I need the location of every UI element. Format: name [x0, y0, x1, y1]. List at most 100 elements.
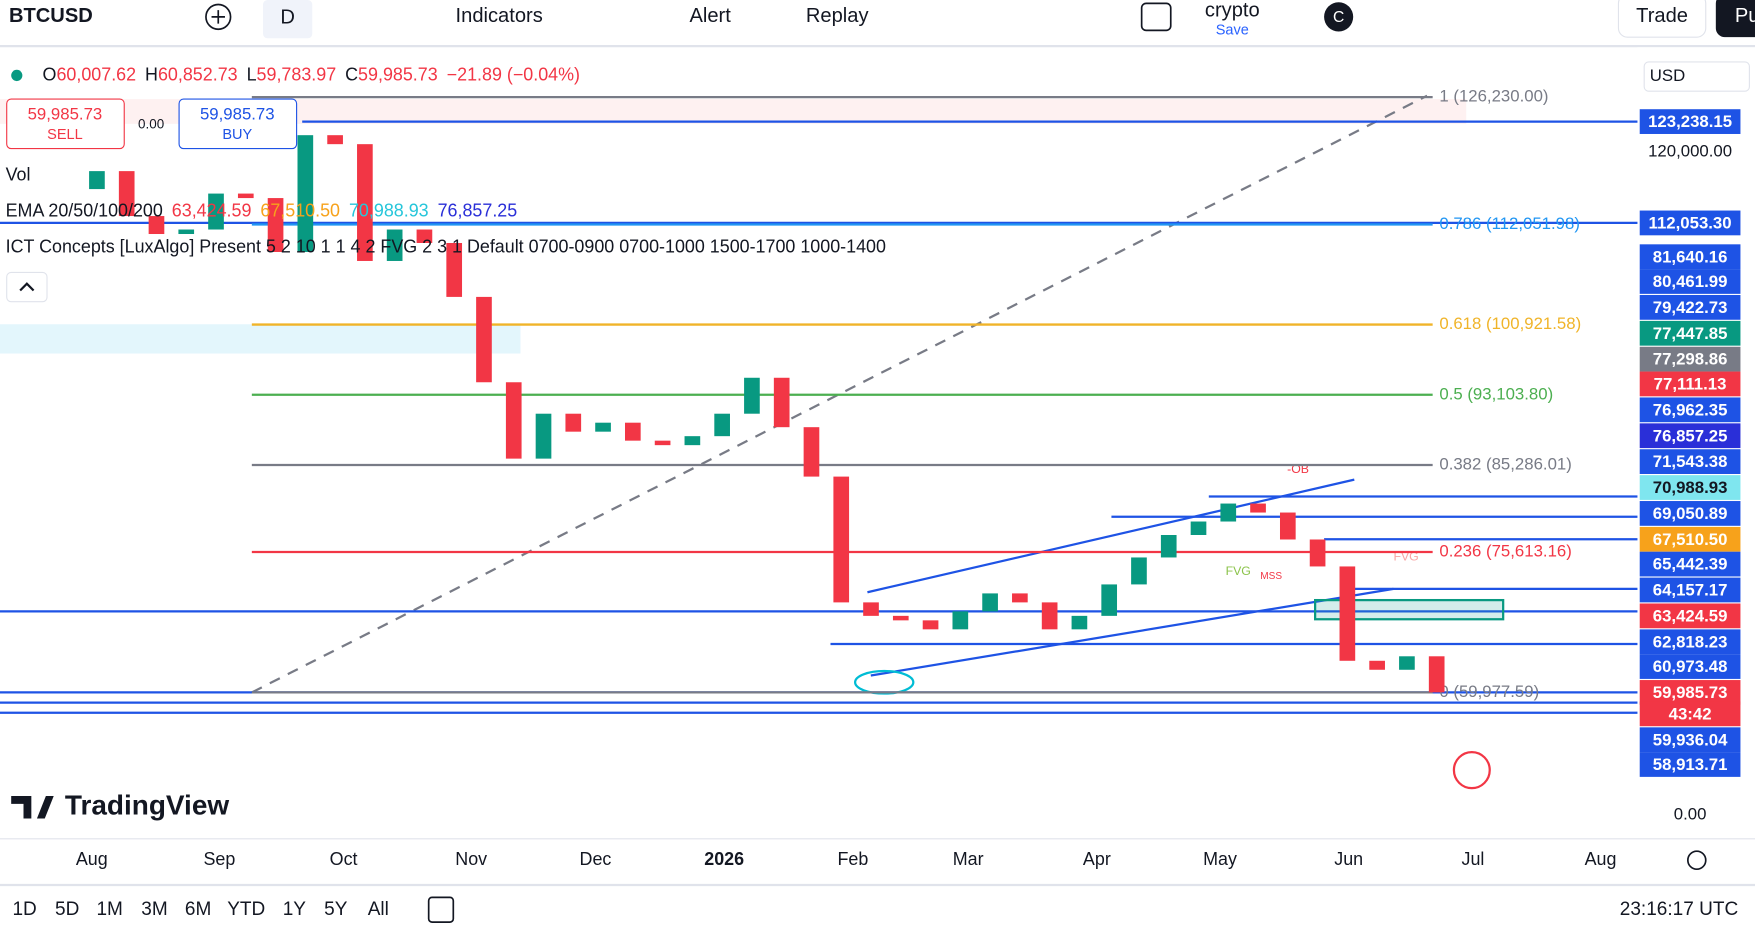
- candle: [267, 198, 284, 252]
- candle: [446, 242, 463, 297]
- price-label: 77,298.86: [1653, 350, 1728, 369]
- time-label: Aug: [76, 849, 108, 869]
- price-label: 63,424.59: [1653, 606, 1728, 625]
- ohlc: O60,007.62 H60,852.73 L59,783.97 C59,985.73…: [43, 64, 580, 84]
- order-block: [1314, 598, 1505, 621]
- fib-label: 0 (59,977.59): [1439, 682, 1539, 701]
- replay-button[interactable]: Replay: [806, 5, 870, 27]
- price-label: 64,157.17: [1653, 581, 1728, 600]
- price-tag: [1639, 109, 1741, 134]
- price-label: 80,461.99: [1653, 272, 1728, 291]
- currency[interactable]: USD: [1650, 66, 1685, 85]
- price-label: 60,973.48: [1653, 657, 1728, 676]
- price-label: 67,510.50: [1653, 530, 1728, 549]
- candle: [1041, 602, 1058, 630]
- interval-button[interactable]: [263, 0, 313, 39]
- candle: [1160, 534, 1177, 558]
- avatar[interactable]: [1324, 2, 1354, 32]
- candle: [1279, 512, 1296, 540]
- trade-button[interactable]: [1617, 0, 1707, 38]
- candle: [744, 377, 760, 414]
- add-symbol[interactable]: [205, 3, 232, 31]
- candle: [1369, 660, 1385, 670]
- range-button[interactable]: All: [368, 899, 389, 920]
- range-button[interactable]: 1M: [96, 899, 122, 920]
- channel-line: [870, 587, 1394, 677]
- currency-select[interactable]: [1643, 61, 1750, 92]
- range-button[interactable]: 3M: [141, 899, 167, 920]
- collapse-button[interactable]: [6, 271, 48, 303]
- publish-label: Pu: [1735, 5, 1755, 27]
- fib-label: 0.236 (75,613.16): [1439, 541, 1571, 560]
- spread: 0.00: [138, 117, 164, 132]
- time-label: Aug: [1585, 849, 1617, 869]
- chevron: [19, 282, 35, 292]
- ema-value: 70,988.93: [349, 200, 429, 220]
- annotation: MSS: [1260, 571, 1282, 582]
- range-button[interactable]: 1Y: [283, 899, 307, 920]
- price-tag: [1639, 244, 1741, 270]
- price-labels: 123,238.15 120,000.00 112,053.30 81,640.16 8…: [1639, 109, 1741, 824]
- ema-value: 76,857.25: [438, 200, 518, 220]
- price-label: 77,111.13: [1654, 374, 1727, 393]
- logo-mark: [11, 796, 54, 819]
- fib-label: 0.786 (112,051.98): [1439, 214, 1580, 233]
- event-icon[interactable]: [1452, 750, 1491, 790]
- fib-label: 0.382 (85,286.01): [1439, 454, 1571, 473]
- candle: [833, 476, 850, 603]
- price-tag: [1639, 603, 1741, 629]
- price-label: 62,818.23: [1653, 632, 1728, 651]
- time-label: Oct: [330, 849, 358, 869]
- time-label: Jul: [1462, 849, 1485, 869]
- range-button[interactable]: 5Y: [324, 899, 348, 920]
- candle: [892, 615, 909, 621]
- indicators-button[interactable]: Indicators: [456, 5, 543, 27]
- range-button[interactable]: 5D: [55, 899, 79, 920]
- candle: [1190, 521, 1207, 535]
- candle: [1399, 656, 1415, 670]
- trade-label: Trade: [1636, 5, 1688, 27]
- ict-legend: ICT Concepts [LuxAlgo] Present 5 2 10 1 …: [6, 236, 886, 256]
- candle: [684, 436, 701, 446]
- layout-name[interactable]: crypto: [1205, 0, 1260, 22]
- sell-box[interactable]: [6, 98, 125, 150]
- alert-button[interactable]: Alert: [689, 5, 731, 27]
- price-tag: [1639, 210, 1741, 236]
- settings-icon[interactable]: [1687, 850, 1707, 871]
- plus: [211, 10, 225, 24]
- candle: [624, 422, 641, 441]
- price-label: 59,936.04: [1653, 730, 1728, 749]
- channel-line: [867, 478, 1355, 594]
- time-label: Nov: [455, 849, 487, 869]
- buy-button[interactable]: 59,985.73 BUY: [178, 98, 298, 150]
- price-label: 120,000.00: [1648, 141, 1732, 160]
- layout-icon[interactable]: [1140, 2, 1172, 32]
- price-tag: [1639, 680, 1741, 705]
- sell-button[interactable]: 59,985.73 SELL: [6, 98, 125, 150]
- range-button[interactable]: 6M: [185, 899, 211, 920]
- range-button[interactable]: 1D: [12, 899, 36, 920]
- candle: [148, 216, 165, 235]
- interval[interactable]: D: [280, 6, 295, 28]
- fib-label: 1 (126,230.00): [1439, 87, 1548, 106]
- candle: [386, 229, 403, 261]
- candle: [803, 427, 820, 477]
- price-label: 77,447.85: [1653, 324, 1728, 343]
- time-label: Apr: [1083, 849, 1111, 869]
- range-button[interactable]: YTD: [227, 899, 265, 920]
- symbol[interactable]: BTCUSD: [9, 5, 93, 27]
- ohlc-value: 60,852.73: [158, 64, 238, 84]
- price-tag: [1639, 449, 1741, 475]
- avatar-letter: C: [1333, 9, 1344, 26]
- ohlc-key: O: [43, 64, 57, 84]
- date-range-icon[interactable]: [427, 896, 455, 923]
- buy-box[interactable]: [178, 98, 298, 150]
- price-label: 59,985.73: [1653, 683, 1728, 702]
- buy-price: 59,985.73: [200, 104, 275, 123]
- candle: [327, 135, 343, 145]
- candle: [1071, 615, 1088, 630]
- save-button[interactable]: Save: [1216, 22, 1249, 38]
- publish-button[interactable]: [1715, 0, 1755, 38]
- price-label: 76,857.25: [1653, 426, 1728, 445]
